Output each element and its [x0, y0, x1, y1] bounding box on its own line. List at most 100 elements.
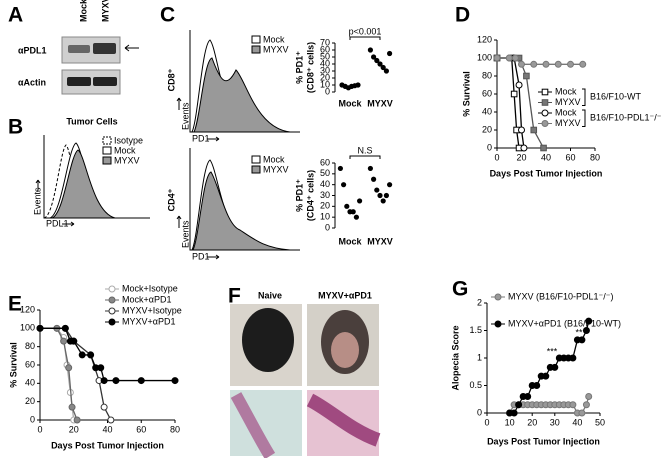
y-tick-label: 60 — [25, 359, 35, 369]
flow-label: CD4⁺ — [166, 188, 176, 211]
marker — [493, 54, 501, 62]
marker — [70, 337, 78, 345]
legend-bracket — [582, 109, 586, 127]
marker — [107, 416, 115, 424]
y-axis-label: % Survival — [461, 71, 471, 117]
marker — [510, 90, 518, 98]
point — [377, 61, 383, 67]
y-tick-label: 40 — [25, 378, 35, 388]
y-tick-label: 2 — [477, 297, 482, 307]
y-tick-label: 120 — [477, 34, 492, 44]
marker — [569, 354, 577, 362]
y-axis-label: % Survival — [8, 342, 18, 388]
mouse — [242, 308, 294, 372]
legend-label: Isotype — [114, 135, 143, 145]
histogram — [192, 171, 291, 251]
legend-label: MYXV — [263, 44, 289, 54]
y-axis-label: (CD4⁺ cells) — [305, 170, 315, 221]
axis-label: PD1 — [192, 133, 210, 143]
panel-label: B — [8, 116, 23, 139]
histogram — [51, 149, 116, 219]
legend-label: MYXV — [263, 164, 289, 174]
y-tick-label: 20 — [320, 201, 330, 211]
flow-title: Tumor Cells — [66, 116, 117, 126]
point — [350, 209, 356, 215]
legend-bracket — [582, 88, 586, 106]
marker — [515, 401, 523, 409]
marker — [61, 324, 69, 332]
marker — [65, 364, 73, 372]
marker — [551, 363, 559, 371]
blot-band — [67, 77, 91, 86]
marker — [569, 401, 577, 409]
y-tick-label: 40 — [320, 179, 330, 189]
marker — [511, 54, 519, 62]
marker — [518, 126, 525, 134]
point — [380, 198, 386, 204]
arrow — [124, 44, 139, 52]
legend-label: MYXV — [114, 155, 140, 165]
histogram — [193, 57, 291, 133]
legend-label: Mock — [263, 154, 285, 164]
point — [367, 165, 373, 172]
x-tick-label: 20 — [527, 417, 537, 427]
marker — [68, 403, 76, 411]
marker — [87, 351, 95, 359]
axis-label: Events — [180, 220, 190, 248]
y-tick-label: 50 — [320, 51, 330, 61]
axis-label: PD1 — [192, 251, 210, 261]
y-tick-label: 0 — [477, 407, 482, 417]
legend-marker — [541, 99, 549, 106]
y-tick-label: 0.5 — [469, 380, 482, 390]
x-tick-label: 40 — [541, 152, 551, 162]
x-tick-label: 0 — [37, 424, 42, 434]
legend-swatch — [251, 165, 261, 174]
x-tick-label: 20 — [69, 424, 79, 434]
marker — [530, 60, 538, 68]
x-axis-label: Days Post Tumor Injection — [490, 168, 603, 178]
y-axis-label: (CD8⁺ cells) — [305, 42, 315, 93]
x-tick-label: 20 — [516, 152, 526, 162]
y-tick-label: 0 — [30, 414, 35, 424]
marker — [567, 60, 574, 68]
legend-label: MYXV+αPD1 (B16/F10-WT) — [508, 318, 621, 328]
marker — [578, 336, 586, 344]
x-tick-label: Mock — [338, 236, 362, 246]
x-tick-label: 80 — [170, 424, 180, 434]
marker — [60, 337, 68, 345]
point — [357, 198, 363, 204]
legend-swatch — [251, 155, 261, 164]
y-tick-label: 0 — [325, 86, 330, 96]
series-line — [40, 327, 175, 382]
y-tick-label: 1.5 — [469, 325, 482, 335]
marker — [112, 377, 120, 385]
blot-band — [68, 45, 90, 53]
y-axis-label: Alopecia Score — [450, 325, 460, 390]
legend-group: B16/F10-PDL1⁻/⁻ — [590, 113, 662, 123]
marker — [505, 54, 513, 62]
annotation: *** — [547, 346, 558, 356]
legend-swatch — [251, 45, 261, 54]
x-tick-label: MYXV — [367, 236, 393, 246]
y-tick-label: 100 — [477, 52, 492, 62]
x-tick-label: 40 — [572, 417, 582, 427]
annotation: p<0.001 — [349, 26, 382, 36]
legend-label: MYXV+Isotype — [122, 305, 182, 315]
x-tick-label: 40 — [102, 424, 112, 434]
point — [383, 192, 389, 199]
y-tick-label: 60 — [482, 88, 492, 98]
y-tick-label: 70 — [320, 37, 330, 47]
point — [387, 182, 393, 188]
marker — [515, 81, 523, 89]
flow-label: CD8⁺ — [166, 68, 176, 91]
y-tick-label: 30 — [320, 190, 330, 200]
annotation: N.S — [357, 145, 372, 155]
marker — [533, 382, 541, 389]
histology — [230, 392, 276, 458]
marker — [510, 409, 518, 417]
marker — [540, 144, 547, 152]
x-tick-label: MYXV — [367, 98, 393, 108]
legend-marker — [541, 109, 549, 117]
y-tick-label: 50 — [320, 168, 330, 178]
